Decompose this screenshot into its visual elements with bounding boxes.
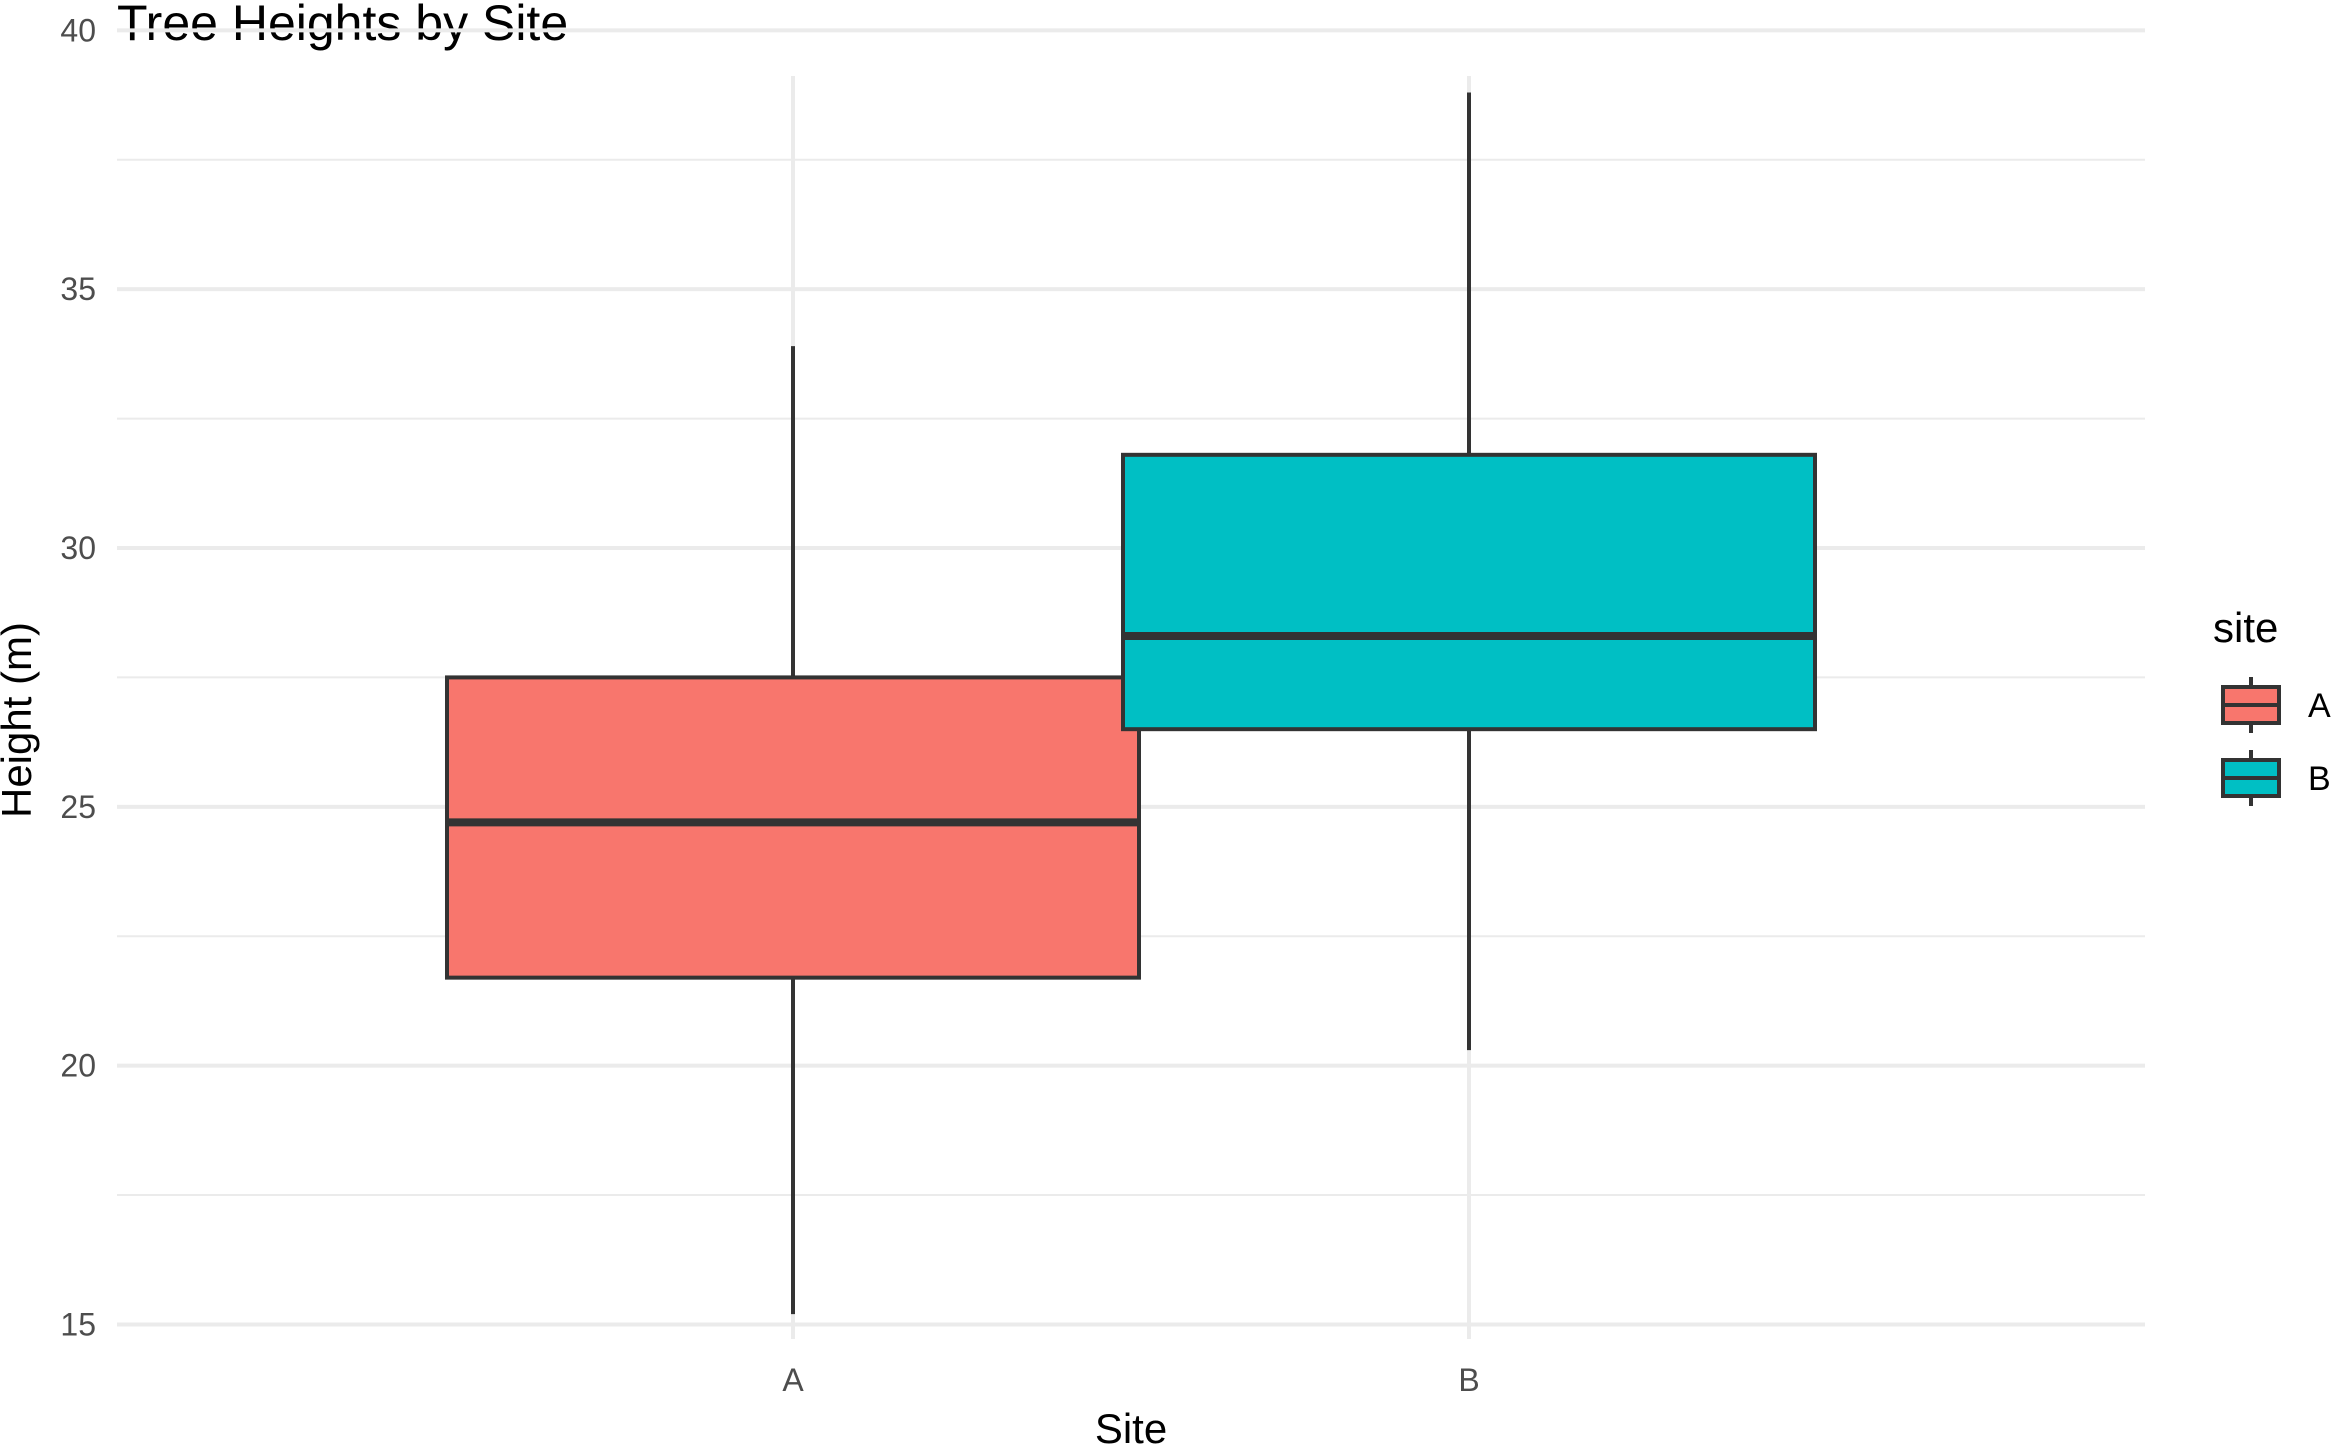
legend-label: A	[2308, 687, 2331, 725]
legend-label: B	[2308, 760, 2331, 798]
y-axis-title: Height (m)	[0, 622, 40, 818]
y-tick-label: 35	[60, 271, 96, 307]
legend-item-B: B	[2221, 750, 2331, 806]
legend: site AB	[2213, 604, 2331, 806]
x-tick-label: B	[1458, 1362, 1479, 1398]
box-A	[445, 675, 1141, 980]
legend-title: site	[2213, 604, 2278, 651]
y-tick-label: 15	[60, 1306, 96, 1342]
y-tick-label: 20	[60, 1048, 96, 1084]
legend-item-A: A	[2221, 677, 2331, 733]
x-axis-title: Site	[1095, 1405, 1167, 1446]
chart-title: Tree Heights by Site	[117, 0, 568, 51]
y-tick-label: 40	[60, 12, 96, 48]
y-tick-label: 30	[60, 530, 96, 566]
x-tick-label: A	[782, 1362, 804, 1398]
box-B	[1121, 452, 1817, 732]
y-tick-label: 25	[60, 789, 96, 825]
y-axis-ticks: 15 20 25 30 35 40	[60, 12, 96, 1342]
box-group	[445, 92, 1817, 1315]
